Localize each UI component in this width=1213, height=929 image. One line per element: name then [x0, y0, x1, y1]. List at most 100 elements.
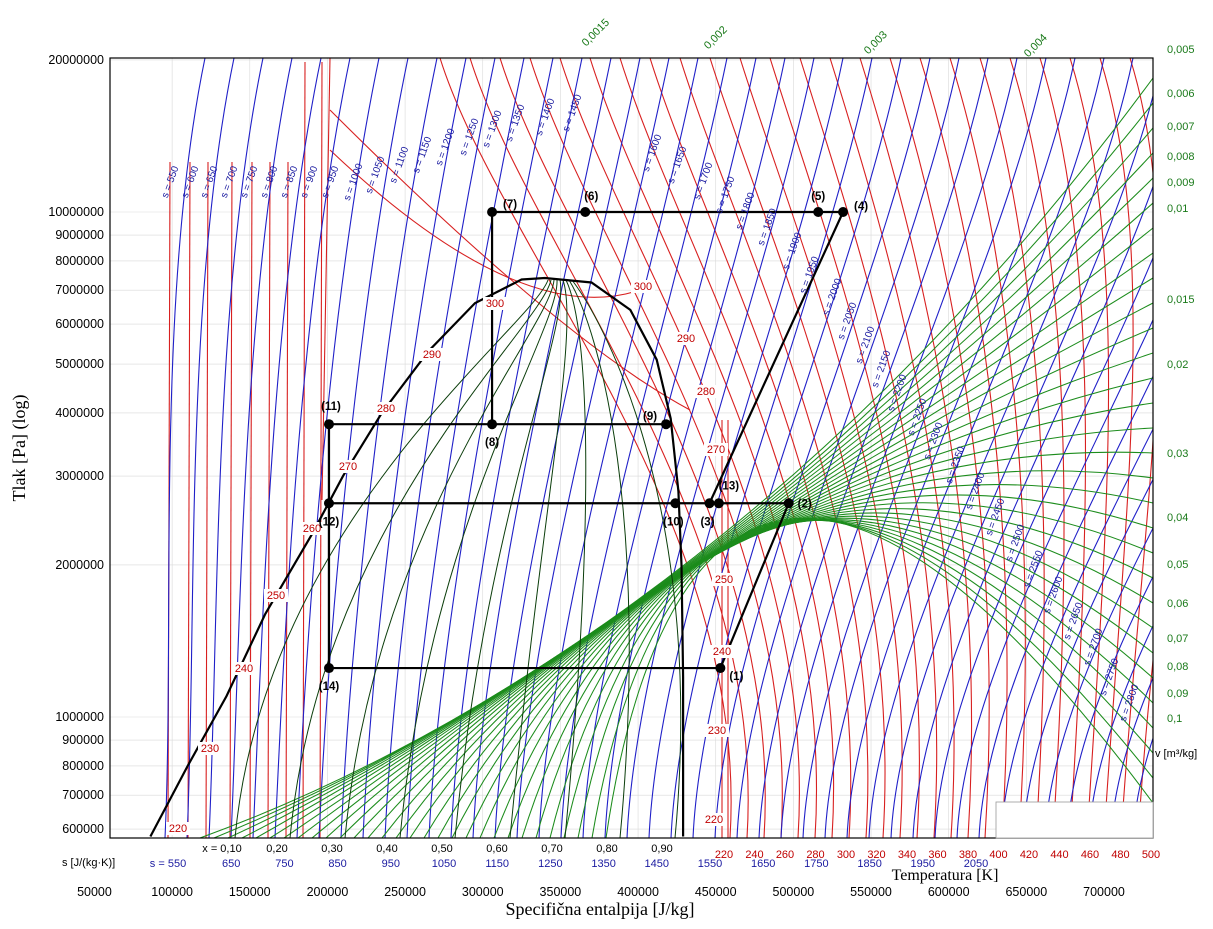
entropy-tick-label: 1450 [645, 858, 669, 870]
y-tick-label: 5000000 [55, 357, 104, 371]
isentrope-label: s = 1250 [458, 117, 482, 157]
entropy-tick-label: s = 550 [150, 858, 186, 870]
isotherm-label: 220 [705, 814, 723, 826]
cycle-point-marker [713, 498, 724, 509]
entropy-tick-label: 1750 [804, 858, 828, 870]
temperature-tick-label: 260 [776, 849, 794, 861]
isotherm-label-bg [704, 443, 728, 456]
entropy-axis-title: s [J/(kg·K)] [62, 857, 115, 869]
isentrope-line [164, 58, 206, 838]
isentrope-line [978, 375, 1153, 838]
isotherm-line [329, 149, 641, 298]
quality-tick-label: x = 0,10 [202, 843, 241, 855]
cycle-point-marker [715, 663, 726, 674]
cycle-point-label: (13) [719, 480, 740, 492]
isotherm-label-bg [712, 573, 736, 586]
isotherm-line [589, 58, 817, 838]
isentrope-line [1066, 575, 1153, 838]
y-tick-label: 3000000 [55, 469, 104, 483]
x-tick-label: 650000 [1005, 885, 1047, 899]
isotherm-label-bg [232, 662, 256, 675]
x-tick-label: 400000 [617, 885, 659, 899]
y-tick-label: 6000000 [55, 317, 104, 331]
isochore-label: 0,04 [1167, 512, 1188, 524]
plot-frame [109, 57, 1154, 839]
isotherm-label-bg [420, 348, 444, 361]
isentrope-line [538, 58, 699, 838]
isotherm-line [1039, 58, 1087, 838]
isentrope-label: s = 1650 [666, 145, 690, 185]
isentrope-line [890, 93, 1153, 838]
isochore-line [535, 519, 1153, 838]
isotherm-line [529, 58, 783, 838]
isotherm-line [889, 58, 990, 838]
isotherm-lines [167, 58, 1153, 838]
isochore-label: 0,06 [1167, 598, 1188, 610]
isentrope-line [296, 58, 380, 838]
isochore-line [549, 519, 1153, 838]
isentrope-line [758, 58, 989, 838]
cycle-point-marker [323, 498, 334, 509]
isentrope-line [956, 318, 1153, 838]
isotherm-line [739, 58, 903, 838]
temperature-tick-label: 480 [1111, 849, 1129, 861]
isotherm-line [949, 58, 1026, 838]
isentrope-line [868, 58, 1134, 838]
temperature-tick-label: 360 [928, 849, 946, 861]
y-tick-label: 600000 [62, 822, 104, 836]
isentrope-line [186, 58, 235, 838]
isochore-label: 0,006 [1167, 88, 1195, 100]
isentrope-line [384, 58, 496, 838]
isentrope-line [1110, 676, 1153, 838]
cycle-point-label: (8) [485, 437, 499, 449]
temperature-tick-label: 420 [1020, 849, 1038, 861]
isentrope-label: s = 550 [160, 164, 182, 199]
x-tick-label: 600000 [928, 885, 970, 899]
cycle-point-label: (6) [584, 191, 598, 203]
isochore-label: 0,002 [702, 24, 730, 52]
x-tick-label: 700000 [1083, 885, 1125, 899]
isotherm-label: 250 [715, 574, 733, 586]
quality-line [454, 279, 562, 838]
temperature-tick-label: 500 [1142, 849, 1160, 861]
temperature-tick-label: 280 [806, 849, 824, 861]
quality-tick-label: 0,60 [486, 843, 507, 855]
x-tick-label: 250000 [384, 885, 426, 899]
y-axis-title: Tlak [Pa] (log) [9, 395, 30, 502]
y-tick-label: 10000000 [48, 205, 104, 219]
isotherm-label-bg [705, 724, 729, 737]
isotherm-line [559, 58, 800, 838]
entropy-tick-label: 750 [275, 858, 293, 870]
isotherm-label: 300 [634, 281, 652, 293]
legend-box [995, 801, 1154, 839]
quality-tick-label: 0,20 [266, 843, 287, 855]
x-tick-label: 50000 [77, 885, 112, 899]
cycle-point-label: (14) [319, 681, 340, 693]
entropy-tick-label: 950 [382, 858, 400, 870]
isentrope-line [714, 58, 931, 838]
isotherm-line [769, 58, 920, 838]
quality-line [344, 279, 555, 838]
isotherm-line [321, 58, 331, 501]
isentrope-line [846, 58, 1105, 838]
isochore-label: 0,009 [1167, 177, 1195, 189]
isochore-label: 0,007 [1167, 121, 1195, 133]
quality-line [289, 279, 552, 838]
isotherm-label: 300 [486, 298, 504, 310]
isentrope-label: s = 800 [259, 164, 281, 199]
isentrope-label: s = 2100 [854, 325, 878, 365]
isentrope-line [626, 58, 815, 838]
quality-tick-label: 0,40 [376, 843, 397, 855]
cycle-point-label: (4) [854, 201, 868, 213]
isochore-line [591, 518, 1153, 838]
isochore-label: 0,0015 [580, 17, 612, 49]
entropy-tick-label: 650 [222, 858, 240, 870]
isochore-label: 0,004 [1022, 32, 1050, 60]
isotherm-label: 270 [707, 444, 725, 456]
isochore-label: 0,005 [1167, 44, 1195, 56]
cycle-point-marker [487, 419, 498, 430]
isotherm-label: 240 [235, 663, 253, 675]
isotherm-line [829, 58, 955, 838]
temperature-tick-label: 400 [989, 849, 1007, 861]
isentrope-line [318, 58, 409, 838]
